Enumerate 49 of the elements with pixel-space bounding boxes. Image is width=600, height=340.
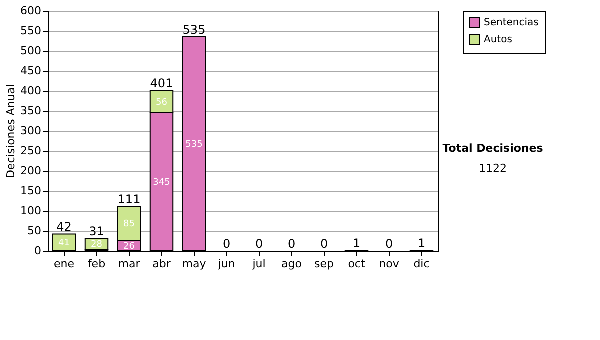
total-label: 0 xyxy=(385,237,394,251)
x-tick-label: may xyxy=(182,258,207,270)
x-tick-label: oct xyxy=(348,258,366,270)
y-tick-label: 50 xyxy=(28,224,42,238)
y-tick-label: 600 xyxy=(20,4,42,18)
y-tick-label: 500 xyxy=(20,44,42,58)
data-label: 85 xyxy=(124,220,135,230)
y-axis-title: Decisiones Anual xyxy=(4,84,18,179)
data-label: 28 xyxy=(91,240,103,250)
data-label: 56 xyxy=(156,98,168,108)
total-label: 401 xyxy=(150,76,174,91)
y-tick-label: 400 xyxy=(20,84,42,98)
data-label: 26 xyxy=(124,242,136,252)
data-label: 345 xyxy=(153,178,170,188)
text: Total Decisiones xyxy=(442,142,544,155)
y-tick-label: 200 xyxy=(20,164,42,178)
x-tick-label: jun xyxy=(217,258,236,270)
total-label: 535 xyxy=(182,23,206,37)
text: 1122 xyxy=(479,162,507,175)
y-tick-label: 450 xyxy=(20,64,42,78)
x-tick-label: mar xyxy=(118,258,141,270)
x-tick-label: jul xyxy=(252,258,266,270)
x-tick-label: abr xyxy=(152,258,172,270)
total-label: 31 xyxy=(89,224,104,239)
x-tick-label: ago xyxy=(282,258,302,270)
x-tick-label: feb xyxy=(88,258,106,270)
y-tick-label: 350 xyxy=(20,104,42,118)
x-tick-label: dic xyxy=(414,258,430,270)
y-tick-label: 0 xyxy=(34,244,42,258)
legend-label: Autos xyxy=(484,34,512,46)
y-tick-label: 300 xyxy=(20,124,42,138)
data-label: 41 xyxy=(58,238,70,248)
total-label: 0 xyxy=(222,237,231,251)
total-label: 0 xyxy=(320,237,328,251)
total-label: 0 xyxy=(255,237,264,251)
total-label: 111 xyxy=(118,192,141,207)
x-tick-label: ene xyxy=(54,258,75,270)
y-tick-label: 550 xyxy=(20,24,42,38)
y-tick-label: 100 xyxy=(20,204,42,218)
x-tick-label: sep xyxy=(314,258,334,270)
legend-label: Sentencias xyxy=(484,18,539,28)
y-tick-label: 250 xyxy=(20,144,42,158)
y-tick-label: 150 xyxy=(20,184,42,198)
data-label: 535 xyxy=(186,140,203,150)
total-label: 1 xyxy=(352,236,361,251)
x-tick-label: nov xyxy=(379,258,400,270)
total-label: 1 xyxy=(418,236,426,251)
total-label: 0 xyxy=(288,237,296,251)
total-label: 42 xyxy=(56,220,72,234)
